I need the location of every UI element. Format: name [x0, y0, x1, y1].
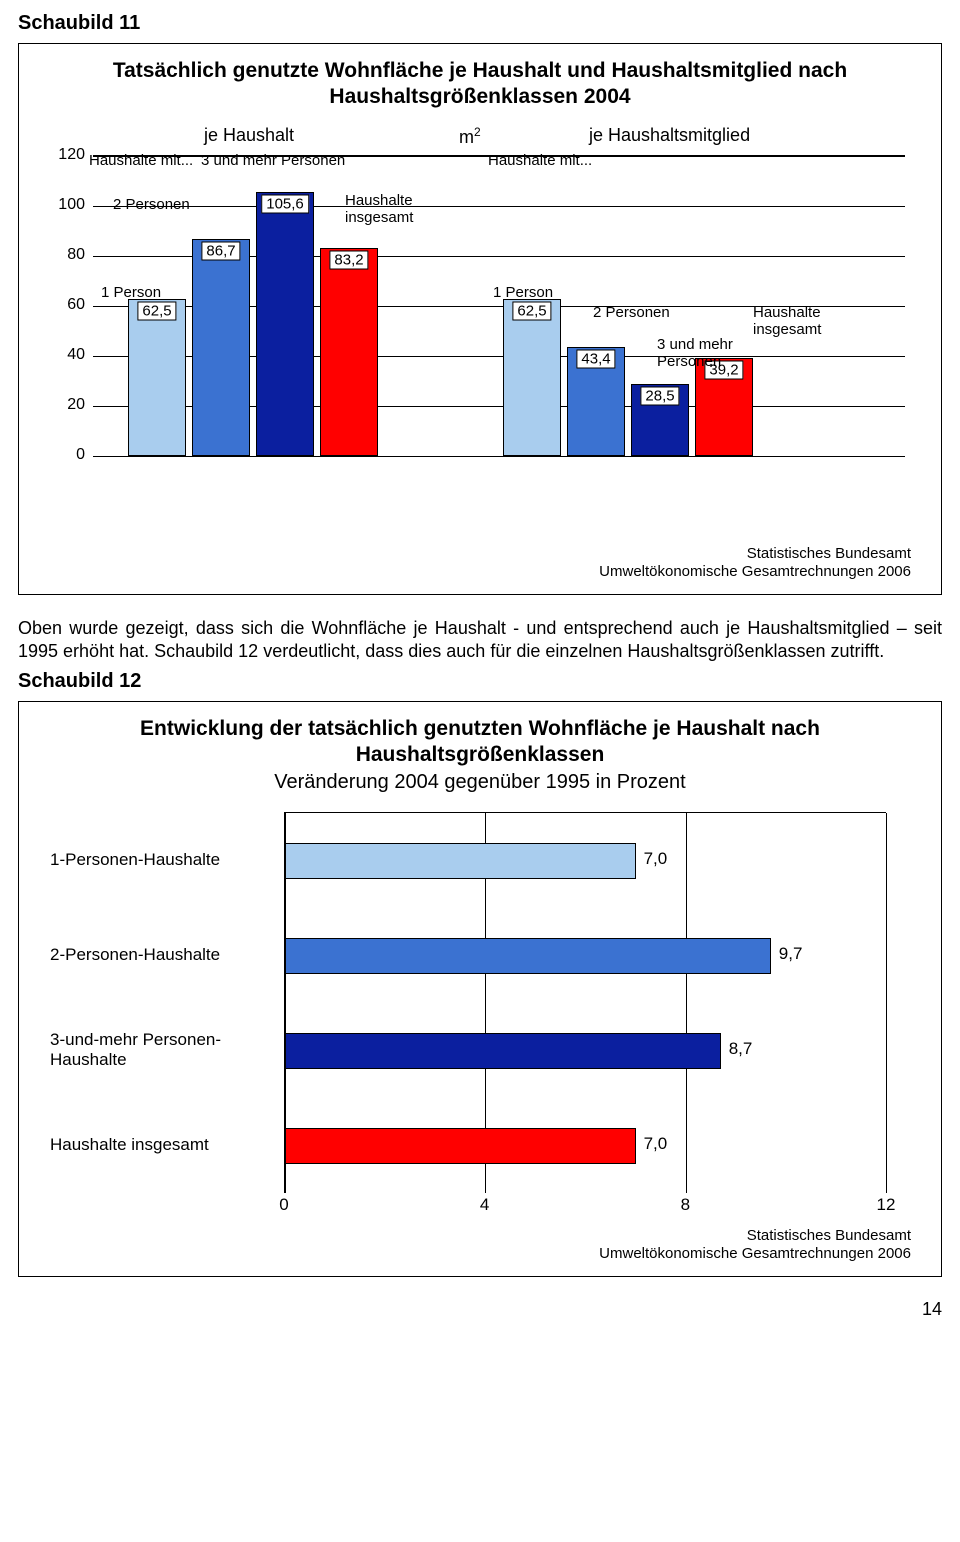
bar: [285, 1033, 721, 1069]
bar-value: 105,6: [261, 194, 309, 213]
chart-annotation: 3 und mehr Personen: [657, 336, 733, 370]
chart-annotation: 1 Person: [493, 284, 553, 301]
bar: [192, 239, 250, 456]
bar-value: 83,2: [329, 250, 368, 269]
y-tick-label: 100: [49, 196, 85, 214]
y-tick-label: 0: [49, 446, 85, 464]
bar: [285, 938, 771, 974]
bar: [503, 299, 561, 455]
row-label: 3-und-mehr Personen-Haushalte: [50, 1030, 275, 1070]
bar-value: 28,5: [640, 387, 679, 406]
y-tick-label: 60: [49, 296, 85, 314]
row-label: Haushalte insgesamt: [50, 1135, 275, 1155]
bar: [285, 1128, 636, 1164]
figure-12-caption: Schaubild 12: [18, 670, 942, 693]
x-tick-label: 8: [681, 1195, 690, 1215]
chart-annotation: 2 Personen: [593, 304, 670, 321]
figure-11-source: Statistisches Bundesamt Umweltökonomisch…: [49, 545, 911, 583]
bar: [256, 192, 314, 456]
x-tick-label: 0: [279, 1195, 288, 1215]
paragraph: Oben wurde gezeigt, dass sich die Wohnfl…: [18, 617, 942, 662]
figure-11-plot: 62,586,7105,683,262,543,428,539,2Haushal…: [49, 155, 911, 535]
bar-value: 9,7: [779, 944, 803, 964]
y-tick-label: 20: [49, 396, 85, 414]
bar-value: 86,7: [201, 241, 240, 260]
chart-annotation: Haushalte insgesamt: [345, 192, 413, 226]
bar-value: 8,7: [729, 1039, 753, 1059]
bar: [285, 843, 636, 879]
y-tick-label: 80: [49, 246, 85, 264]
chart-annotation: 2 Personen: [113, 196, 190, 213]
figure-12-title: Entwicklung der tatsächlich genutzten Wo…: [49, 716, 911, 769]
bar-value: 62,5: [137, 302, 176, 321]
chart-annotation: Haushalte insgesamt: [753, 304, 821, 338]
bar: [128, 299, 186, 455]
row-label: 2-Personen-Haushalte: [50, 945, 275, 965]
chart-annotation: Haushalte mit...: [89, 152, 193, 169]
y-tick-label: 40: [49, 346, 85, 364]
figure-11-title: Tatsächlich genutzte Wohnfläche je Haush…: [49, 58, 911, 111]
bar-value: 43,4: [576, 350, 615, 369]
figure-12-source: Statistisches Bundesamt Umweltökonomisch…: [49, 1227, 911, 1265]
figure-11-box: Tatsächlich genutzte Wohnfläche je Haush…: [18, 43, 942, 595]
unit-left: je Haushalt: [204, 125, 294, 146]
figure-11-unitrow: je Haushalt m2 je Haushaltsmitglied: [49, 125, 911, 149]
chart-annotation: Haushalte mit...: [488, 152, 592, 169]
bar-value: 7,0: [644, 1134, 668, 1154]
figure-12-plot: 1-Personen-Haushalte 7,0 2-Personen-Hausha…: [49, 812, 911, 1217]
unit-mid: m2: [459, 125, 481, 148]
unit-right: je Haushaltsmitglied: [589, 125, 750, 146]
row-label: 1-Personen-Haushalte: [50, 850, 275, 870]
bar: [320, 248, 378, 456]
figure-12-box: Entwicklung der tatsächlich genutzten Wo…: [18, 701, 942, 1277]
bar-value: 7,0: [644, 849, 668, 869]
figure-11-caption: Schaubild 11: [18, 12, 942, 35]
y-tick-label: 120: [49, 146, 85, 164]
chart-annotation: 3 und mehr Personen: [201, 152, 345, 169]
bar-value: 62,5: [512, 302, 551, 321]
page-number: 14: [18, 1299, 942, 1320]
x-tick-label: 12: [877, 1195, 896, 1215]
figure-12-subtitle: Veränderung 2004 gegenüber 1995 in Proze…: [49, 771, 911, 794]
x-tick-label: 4: [480, 1195, 489, 1215]
chart-annotation: 1 Person: [101, 284, 161, 301]
